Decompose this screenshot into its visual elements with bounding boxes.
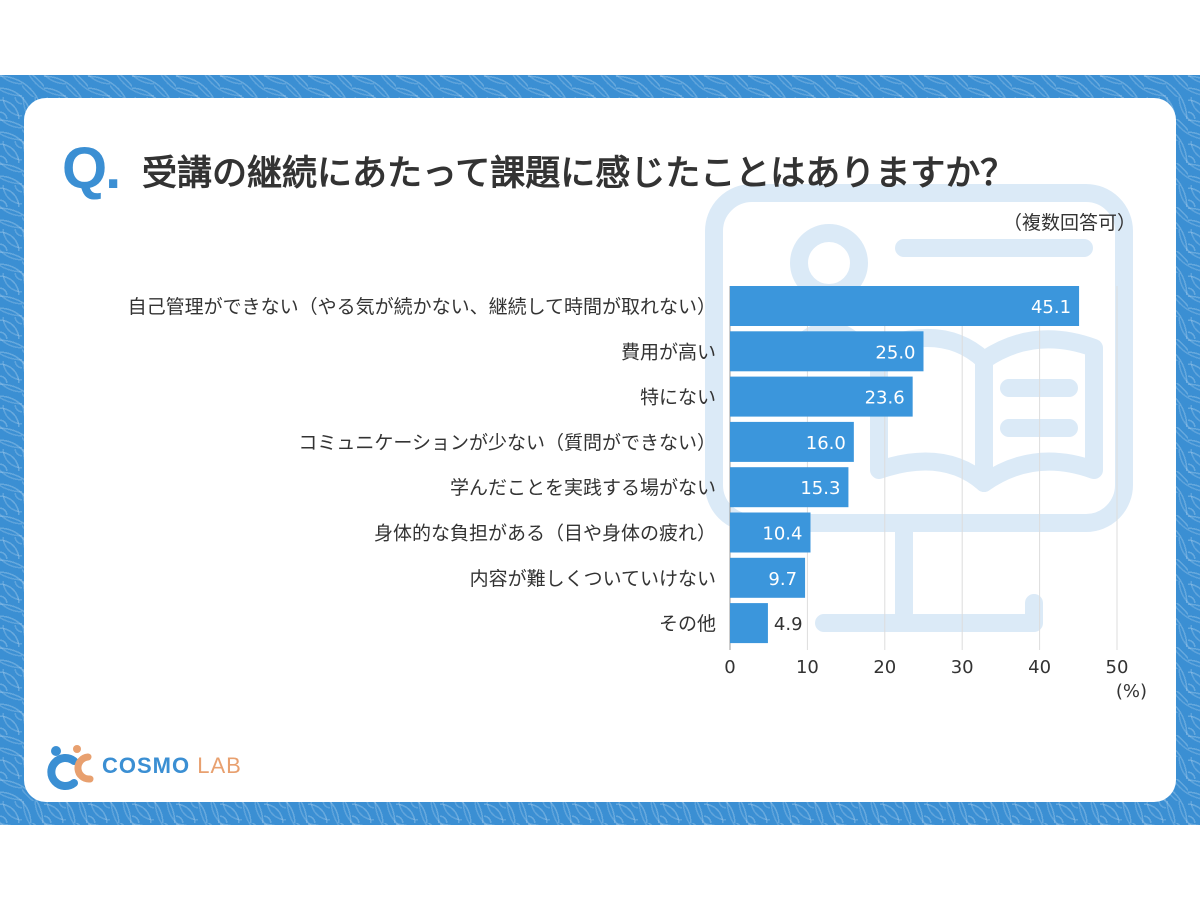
category-label: コミュニケーションが少ない（質問ができない） <box>298 432 716 454</box>
x-axis-unit: (%) <box>1116 681 1147 702</box>
bar <box>730 286 1080 326</box>
x-tick-label: 20 <box>873 657 896 678</box>
category-label: 特にない <box>640 387 716 409</box>
value-label: 15.3 <box>800 478 840 499</box>
bar <box>730 603 768 644</box>
value-label: 23.6 <box>865 388 905 409</box>
question-mark-label: Q. <box>62 136 121 201</box>
value-label: 9.7 <box>768 569 797 590</box>
value-label: 10.4 <box>762 524 802 545</box>
bar <box>730 467 849 508</box>
category-label: 身体的な負担がある（目や身体の疲れ） <box>374 523 716 545</box>
category-label: その他 <box>659 613 716 635</box>
category-label: 学んだことを実践する場がない <box>450 477 716 499</box>
bar <box>730 376 913 417</box>
x-tick-label: 30 <box>951 657 974 678</box>
logo-text-lab: LAB <box>197 753 242 778</box>
x-tick-label: 40 <box>1028 657 1051 678</box>
bar <box>730 331 924 372</box>
category-label: 内容が難しくついていけない <box>470 568 716 590</box>
value-label: 16.0 <box>806 433 846 454</box>
category-label: 費用が高い <box>621 341 716 363</box>
x-tick-label: 10 <box>796 657 819 678</box>
chart-title: 受講の継続にあたって課題に感じたことはありますか？ <box>142 154 1016 194</box>
cosmo-lab-logo-icon <box>47 745 94 790</box>
multiple-answer-note: （複数回答可） <box>1002 212 1136 234</box>
bar-chart: 0 10 20 30 40 50 (%) 自己管理ができない（やる気が続かない、継続して時間が… <box>128 286 1147 702</box>
category-label: 自己管理ができない（やる気が続かない、継続して時間が取れない） <box>128 296 716 318</box>
value-label: 4.9 <box>774 614 803 635</box>
bar <box>730 421 854 462</box>
logo-text: COSMO LAB <box>102 753 242 779</box>
value-label: 45.1 <box>1031 297 1071 318</box>
x-tick-label: 50 <box>1106 657 1129 678</box>
bar <box>730 512 811 553</box>
bar <box>730 557 806 598</box>
computer-illustration-icon <box>705 184 1133 632</box>
logo-text-cosmo: COSMO <box>102 753 191 778</box>
chart-card: Q. 受講の継続にあたって課題に感じたことはありますか？ （複数回答可） 0 10… <box>24 98 1176 802</box>
value-label: 25.0 <box>875 342 915 363</box>
x-tick-label: 0 <box>724 657 735 678</box>
